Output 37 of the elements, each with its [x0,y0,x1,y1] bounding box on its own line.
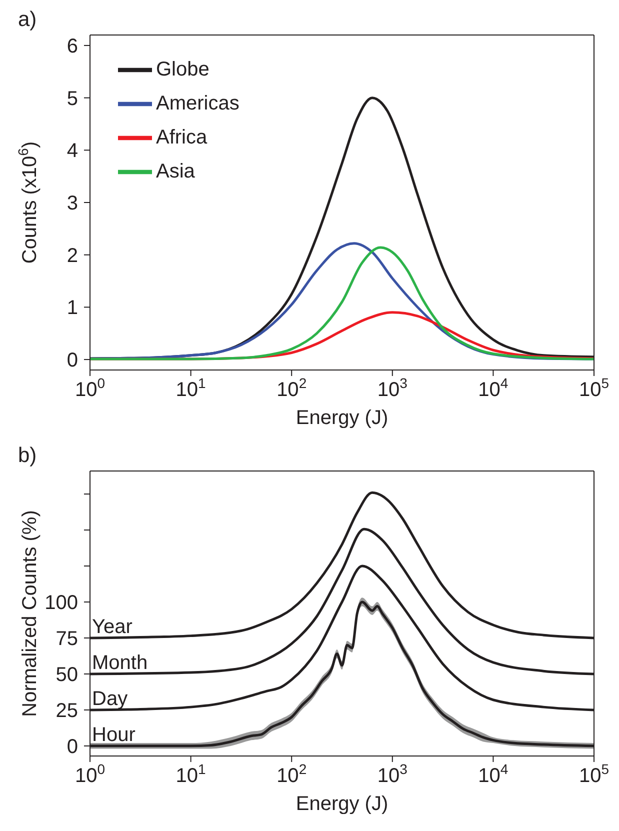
chart-title: a) [18,8,37,32]
x-tick-label: 10$^{2}$ [276,761,307,787]
legend-label: Americas [156,92,240,114]
legend-label: Asia [156,160,195,182]
x-tick-label: 10$^{5}$ [578,375,610,401]
x-tick-label: 10$^{1}$ [176,375,206,401]
x-tick-label: 10$^{2}$ [276,375,307,401]
x-axis-title: Energy (J) [296,407,388,429]
legend-label: Africa [156,126,208,148]
x-tick-label: 10$^{0}$ [74,761,106,787]
x-tick-label: 10$^{4}$ [478,761,508,787]
legend-label: Globe [156,58,210,80]
y-tick-label: 75 [56,628,78,650]
x-tick-label: 10$^{3}$ [377,761,408,787]
y-tick-label: 2 [66,244,78,267]
y-tick-label: 0 [66,736,78,758]
y-tick-label: 3 [66,192,78,214]
x-tick-label: 10$^{0}$ [74,375,106,401]
series-label: Month [92,652,148,674]
y-tick-label: 0 [66,350,78,372]
y-tick-label: 50 [56,664,78,686]
x-tick-label: 10$^{4}$ [478,375,508,401]
x-tick-label: 10$^{1}$ [176,761,206,787]
y-axis-title: Normalized Counts (%) [19,510,41,717]
y-tick-label: 6 [66,35,78,58]
series-label: Year [92,616,133,638]
series-label: Hour [92,724,136,746]
y-tick-label: 4 [66,140,78,162]
y-tick-label: 25 [56,700,78,722]
chart-title: b) [18,444,37,468]
x-axis-title: Energy (J) [296,793,388,815]
y-tick-label: 5 [66,88,78,110]
series-label: Day [92,688,128,710]
x-tick-label: 10$^{3}$ [377,375,408,401]
y-tick-label: 100 [44,592,78,614]
x-tick-label: 10$^{5}$ [578,761,610,787]
y-tick-label: 1 [66,297,78,320]
